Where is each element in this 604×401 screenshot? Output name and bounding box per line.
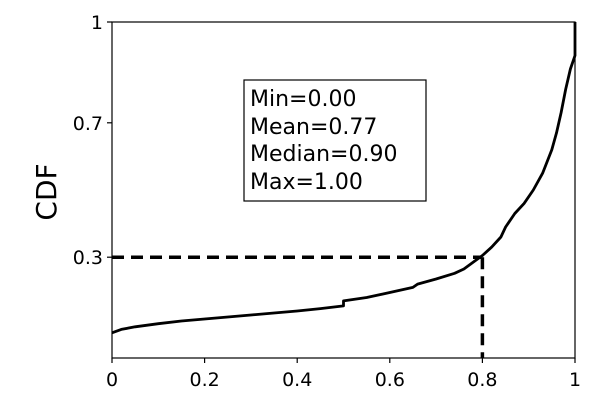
x-tick-label: 0.4 [282,369,312,391]
plot-area [111,21,576,359]
plot-frame [111,21,576,359]
x-tick-label: 0.8 [467,369,497,391]
stats-min: Min=0.00 [250,87,356,112]
y-axis-title: CDF [30,163,63,220]
series-layer [111,22,577,335]
x-tick-label: 0 [106,369,118,391]
stats-mean: Mean=0.77 [250,115,377,140]
x-tick-label: 0.2 [189,369,219,391]
y-tick-label: 0.7 [73,113,103,135]
y-axis: 0.3 0.7 1 [73,12,112,269]
x-axis: 0 0.2 0.4 0.6 0.8 1 [106,358,581,391]
cdf-line [111,22,577,335]
y-tick-label: 0.3 [73,247,103,269]
x-tick-label: 0.6 [375,369,405,391]
stats-box-frame [243,79,427,202]
stats-median: Median=0.90 [250,142,397,167]
stats-max: Max=1.00 [250,170,363,195]
x-tick-label: 1 [569,369,581,391]
y-tick-label: 1 [91,12,103,34]
stats-box: Min=0.00 Mean=0.77 Median=0.90 Max=1.00 [243,79,427,202]
annotation-layer [112,255,485,358]
